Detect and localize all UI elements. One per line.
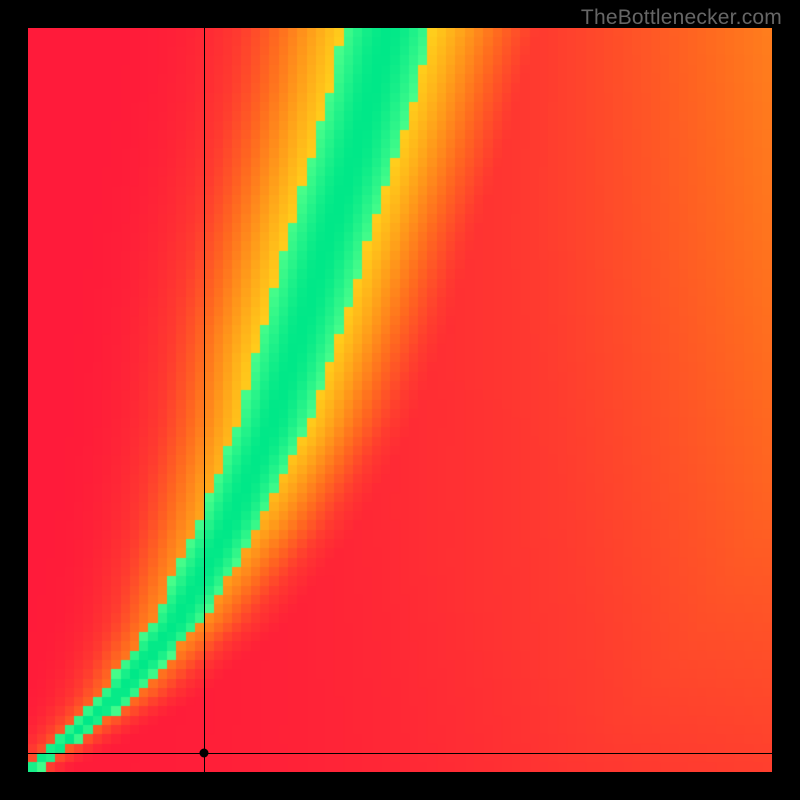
heatmap-plot	[28, 28, 772, 772]
crosshair-vertical	[204, 28, 205, 772]
marker-dot	[200, 748, 209, 757]
watermark-text: TheBottlenecker.com	[581, 6, 782, 30]
crosshair-horizontal	[28, 753, 772, 754]
heatmap-canvas	[28, 28, 772, 772]
